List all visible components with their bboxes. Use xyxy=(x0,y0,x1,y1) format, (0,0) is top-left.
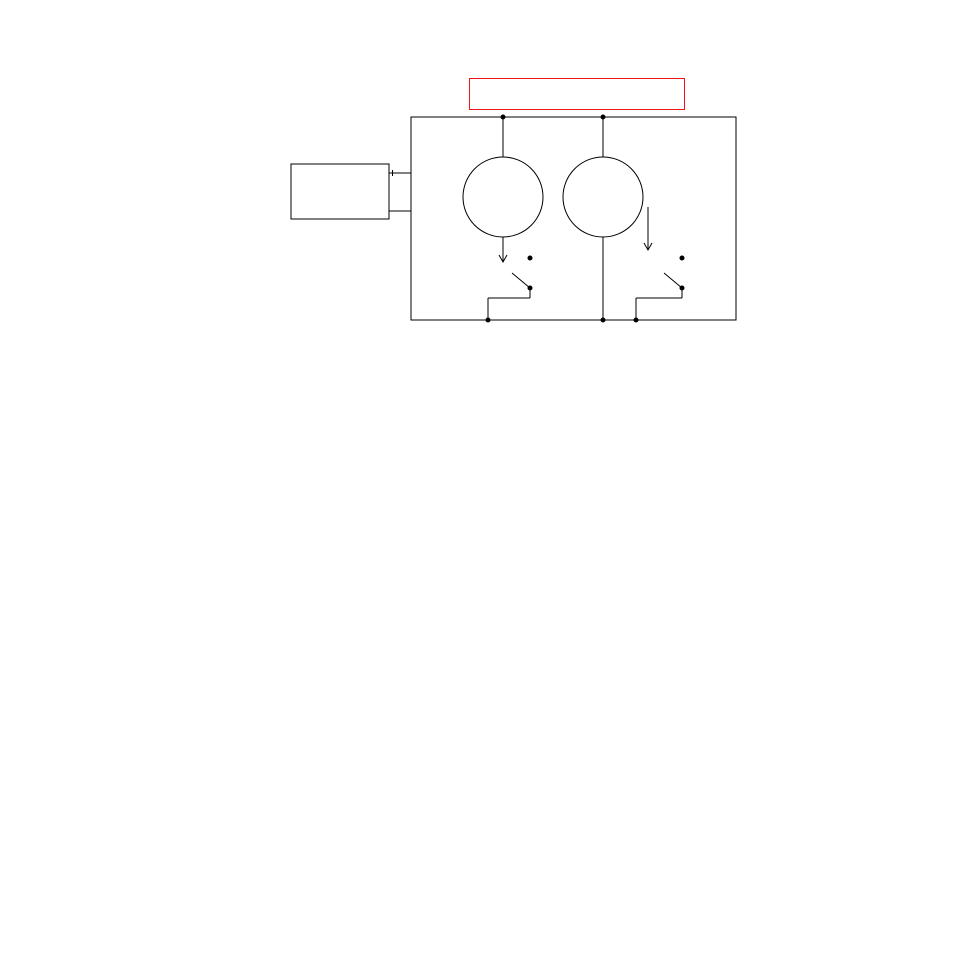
bulb-2 xyxy=(563,157,643,237)
circuit-svg xyxy=(0,0,954,954)
circuit-diagram xyxy=(0,0,954,954)
outer-wiring-rect xyxy=(411,117,736,320)
bulb-1 xyxy=(463,157,543,237)
battery-box xyxy=(291,164,389,219)
